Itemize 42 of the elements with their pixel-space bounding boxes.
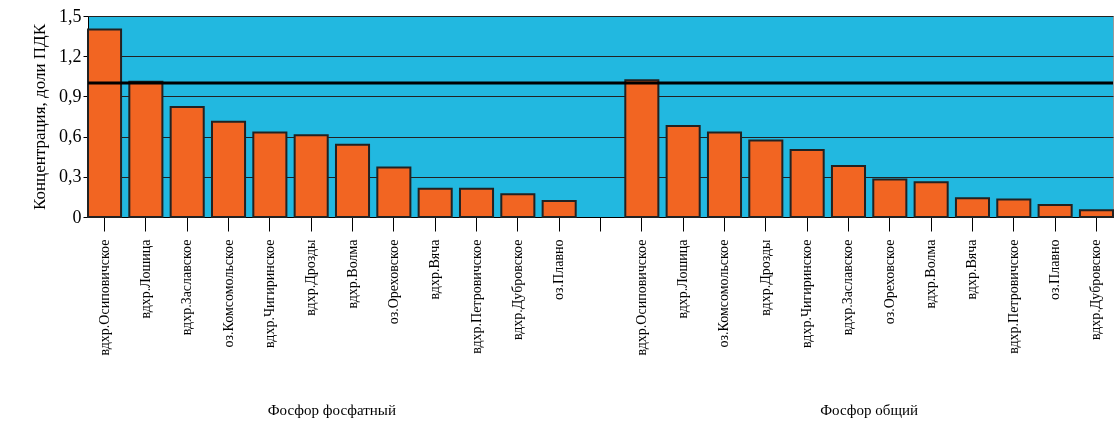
x-tick-label: оз.Ореховское [385,239,401,325]
x-tick-label: оз.Комсомольское [220,239,236,348]
x-tick-label: вдхр.Заславское [840,239,856,336]
x-tick-label: вдхр.Дубровское [1088,239,1104,341]
y-tick-label: 0 [72,206,82,227]
x-tick-label: оз.Плавно [1047,239,1063,300]
bar [500,193,536,218]
text: Фосфор общий [820,402,919,418]
bar [1078,209,1114,218]
y-tick-label: 0,6 [59,126,82,147]
x-tick-label: вдхр.Осиповичское [633,239,649,356]
x-tick-label: вдхр.Лошица [137,238,153,319]
x-tick-label: вдхр.Дрозды [757,238,773,316]
x-tick-label: вдхр.Вяча [427,238,443,300]
bar [954,197,991,218]
x-tick-label: вдхр.Петровичское [468,239,484,354]
bar [913,181,949,218]
x-tick-label: вдхр.Петровичское [1005,239,1021,354]
x-tick-label: вдхр.Осиповичское [96,239,112,356]
y-tick-label: 0,9 [59,85,82,106]
x-tick-label: оз.Комсомольское [716,239,732,348]
x-tick-label: вдхр.Чигиринское [261,239,277,348]
x-tick-label: вдхр.Дубровское [509,239,525,341]
y-tick-label: 1,2 [59,45,82,66]
x-tick-label: оз.Плавно [551,239,567,300]
x-tick-label: вдхр.Волма [344,238,360,309]
y-tick-label: 1,5 [59,5,82,26]
x-tick-label: оз.Ореховское [881,239,897,325]
bar [417,187,453,218]
x-tick-label: вдхр.Лошица [675,238,691,319]
bar [541,199,577,218]
x-tick-label: вдхр.Заславское [179,239,195,336]
x-tick-label: вдхр.Вяча [964,238,980,300]
bar [1037,203,1073,218]
x-tick-label: вдхр.Волма [923,238,939,309]
x-tick-label: вдхр.Чигиринское [799,239,815,348]
y-tick-label: 0,3 [59,166,82,187]
y-axis-title: Концентрация, доли ПДК [30,23,49,210]
text: Фосфор фосфатный [267,402,396,418]
bar [458,187,495,218]
bar [996,198,1032,218]
x-tick-label: вдхр.Дрозды [303,238,319,316]
